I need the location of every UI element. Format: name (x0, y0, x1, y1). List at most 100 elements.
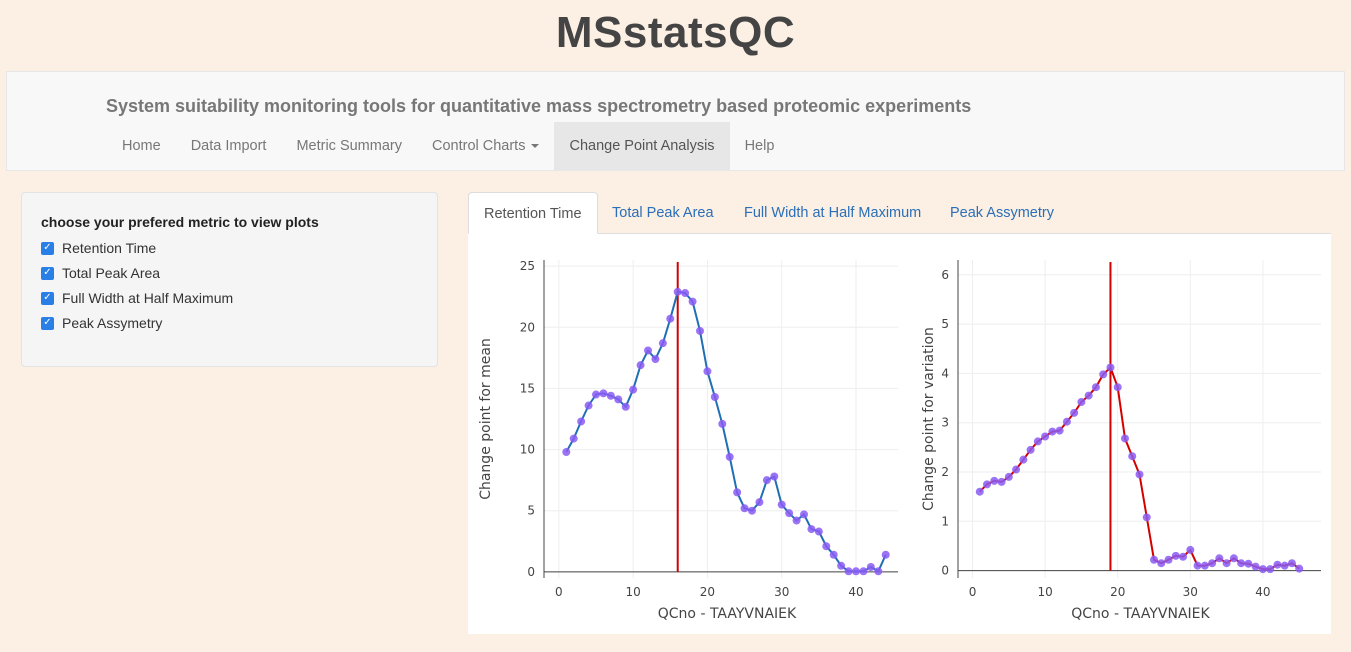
y-axis-label: Change point for variation (921, 327, 937, 511)
y-tick-label: 3 (941, 416, 949, 430)
tab-retention-time[interactable]: Retention Time (468, 192, 598, 234)
data-point (1128, 452, 1137, 461)
data-point (703, 367, 712, 376)
data-point (733, 488, 742, 497)
tab-label: Total Peak Area (612, 205, 714, 221)
nav-data-import[interactable]: Data Import (176, 122, 282, 170)
data-point (874, 567, 883, 576)
data-point (1026, 445, 1035, 454)
data-point (1229, 554, 1238, 563)
data-point (666, 314, 675, 323)
change-point-variation-chart[interactable]: 0 10 20 30 40 0 1 2 3 4 5 6 QCno - TAAYVNAIEK Change … (898, 234, 1331, 634)
y-tick-label: 5 (941, 317, 949, 331)
data-point (755, 498, 764, 507)
y-axis-label: Change point for mean (478, 338, 494, 500)
data-point (696, 326, 704, 335)
data-point (1004, 472, 1013, 481)
nav-help[interactable]: Help (730, 122, 790, 170)
checkbox-checked-icon[interactable]: ✓ (41, 316, 54, 330)
data-point (1258, 565, 1267, 574)
data-point (859, 567, 868, 576)
data-point (606, 391, 615, 400)
checkbox-checked-icon[interactable]: ✓ (41, 266, 54, 280)
change-point-mean-chart[interactable]: 0 10 20 30 40 0 5 10 15 20 25 QCno - TAAYVNAIEK Chan… (468, 234, 898, 634)
metric-option-retention-time[interactable]: ✓ Retention Time (41, 238, 156, 258)
data-point (1287, 559, 1296, 568)
data-point (844, 567, 853, 576)
data-point (710, 392, 719, 401)
data-point (1237, 559, 1246, 568)
metric-option-label: Retention Time (62, 240, 157, 256)
metric-option-label: Total Peak Area (62, 265, 161, 281)
data-point (658, 339, 667, 348)
y-tick-label: 5 (527, 504, 535, 518)
data-point (1012, 465, 1021, 474)
data-point (983, 480, 992, 489)
plot-panel: 0 10 20 30 40 0 5 10 15 20 25 QCno - TAAYVNAIEK Chan… (468, 234, 1331, 634)
data-point (822, 542, 831, 551)
y-tick-label: 15 (520, 381, 535, 395)
data-point (577, 417, 586, 426)
tab-label: Full Width at Half Maximum (744, 205, 922, 221)
tab-total-peak-area[interactable]: Total Peak Area (597, 192, 729, 234)
nav-help-label: Help (744, 138, 775, 154)
nav-control-charts-label: Control Charts (431, 138, 526, 154)
series-line (979, 366, 1300, 571)
metric-selection-panel: choose your prefered metric to view plot… (21, 192, 438, 367)
nav-control-charts[interactable]: Control Charts (417, 122, 554, 170)
data-point (814, 527, 823, 536)
data-point (829, 550, 838, 559)
data-point (1208, 559, 1217, 568)
metric-option-fwhm[interactable]: ✓ Full Width at Half Maximum (41, 288, 233, 308)
nav-home-label: Home (122, 138, 161, 154)
data-point (1135, 470, 1144, 479)
metric-option-peak-assymetry[interactable]: ✓ Peak Assymetry (41, 313, 162, 333)
metric-option-total-peak-area[interactable]: ✓ Total Peak Area (41, 263, 160, 283)
nav-home[interactable]: Home (107, 122, 176, 170)
data-point (1150, 555, 1159, 564)
data-point (614, 395, 623, 404)
data-point (562, 448, 571, 457)
y-tick-label: 2 (941, 465, 949, 479)
y-tick-label: 4 (941, 366, 949, 380)
data-point (1142, 513, 1151, 522)
y-tick-label: 20 (520, 320, 535, 334)
app-title: MSstatsQC (555, 8, 796, 57)
nav-change-point-analysis[interactable]: Change Point Analysis (554, 122, 730, 170)
checkbox-checked-icon[interactable]: ✓ (41, 241, 54, 255)
data-point (688, 297, 697, 306)
y-tick-label: 25 (520, 259, 535, 273)
data-point (1099, 370, 1108, 379)
data-point (599, 389, 608, 398)
data-point (1062, 417, 1071, 426)
series-line (565, 290, 887, 573)
data-point (569, 434, 578, 443)
data-point (1280, 561, 1289, 570)
caret-down-icon (531, 144, 540, 149)
data-point (681, 289, 690, 298)
data-point (673, 287, 682, 296)
data-point (1157, 559, 1166, 568)
checkbox-checked-icon[interactable]: ✓ (41, 291, 54, 305)
data-point (1251, 562, 1260, 571)
x-axis-label: QCno - TAAYVNAIEK (1071, 606, 1210, 622)
tab-full-width-half-maximum[interactable]: Full Width at Half Maximum (729, 192, 936, 234)
main-nav: Home Data Import Metric Summary Control … (107, 122, 789, 170)
x-tick-label: 10 (1037, 585, 1052, 599)
data-point (584, 401, 593, 410)
nav-metric-summary[interactable]: Metric Summary (281, 122, 417, 170)
data-point (1266, 565, 1275, 574)
app-subtitle: System suitability monitoring tools for … (106, 96, 972, 116)
data-point (975, 487, 984, 496)
data-point (1171, 551, 1180, 560)
data-point (770, 472, 779, 481)
data-point (777, 500, 786, 509)
data-point (718, 419, 727, 428)
nav-metric-summary-label: Metric Summary (296, 138, 402, 154)
data-point (748, 506, 756, 515)
data-point (1120, 434, 1129, 443)
data-point (629, 385, 638, 394)
tab-peak-assymetry[interactable]: Peak Assymetry (935, 192, 1069, 234)
data-point (1200, 561, 1209, 570)
y-tick-label: 10 (520, 443, 535, 457)
